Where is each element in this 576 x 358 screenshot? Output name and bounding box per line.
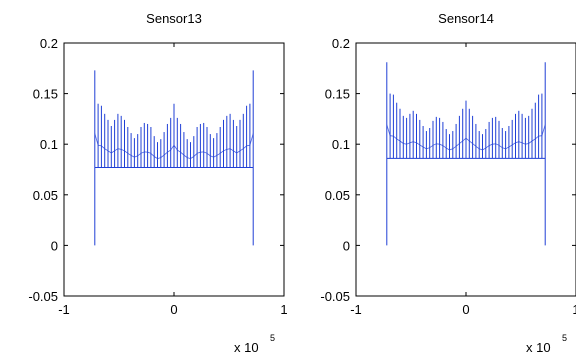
plot-panel-2: Sensor14 0.2 0.15 0.1 0.05 0 -0.05-1 0 1 x 10 5 <box>320 11 576 355</box>
x-tick-label: 0 <box>462 302 469 317</box>
y-tick-label: 0.15 <box>325 87 350 102</box>
x-tick-label: -1 <box>350 302 362 317</box>
y-tick-label: 0.2 <box>40 36 58 51</box>
plot-panel-1: Sensor13 0.2 0.15 0.1 0.05 0 -0.05-1 0 1 x 10 5 <box>28 11 287 355</box>
series-1 <box>94 70 254 246</box>
x-multiplier-exponent: 5 <box>562 333 567 343</box>
y-tick-label: 0 <box>51 238 58 253</box>
x-multiplier: x 10 <box>234 340 259 355</box>
mean-trace-line <box>386 124 546 151</box>
mean-trace-line <box>94 133 254 160</box>
x-tick-label: 1 <box>572 302 576 317</box>
y-tick-label: 0.05 <box>33 188 58 203</box>
y-tick-label: 0.1 <box>332 137 350 152</box>
x-tick-label: -1 <box>58 302 70 317</box>
y-tick-label: 0.05 <box>325 188 350 203</box>
y-tick-label: 0.1 <box>40 137 58 152</box>
x-multiplier: x 10 <box>526 340 551 355</box>
chart-title: Sensor13 <box>146 11 202 26</box>
x-multiplier-exponent: 5 <box>270 333 275 343</box>
x-tick-label: 0 <box>170 302 177 317</box>
y-tick-label: -0.05 <box>28 289 58 304</box>
y-tick-label: 0 <box>343 238 350 253</box>
x-tick-label: 1 <box>280 302 287 317</box>
chart-title: Sensor14 <box>438 11 494 26</box>
axes-box <box>63 42 285 297</box>
y-tick-label: 0.15 <box>33 87 58 102</box>
y-tick-label: 0.2 <box>332 36 350 51</box>
axes-box <box>355 42 576 297</box>
series-1 <box>386 62 546 246</box>
y-tick-label: -0.05 <box>320 289 350 304</box>
